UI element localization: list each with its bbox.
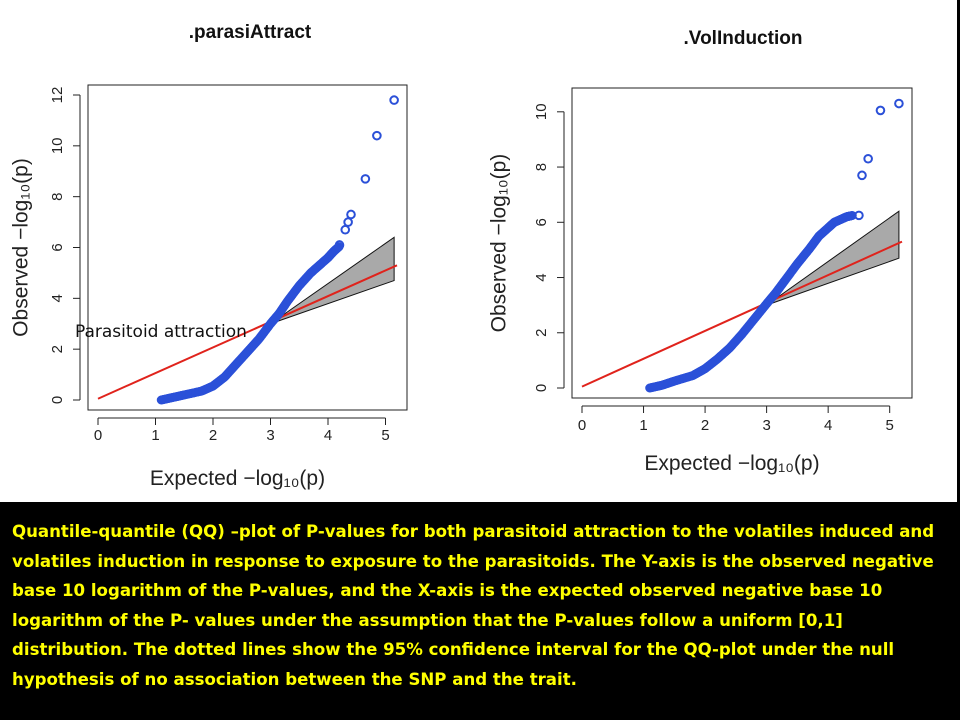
y-tick-label: 10 — [533, 103, 550, 120]
y-tick-label: 4 — [49, 294, 66, 302]
x-tick-label: 2 — [701, 417, 709, 434]
outlier-point — [854, 210, 864, 221]
outlier-point — [894, 98, 904, 109]
outlier-point — [389, 95, 399, 105]
outlier-point — [334, 240, 345, 250]
confidence-band — [270, 236, 395, 325]
y-tick-label: 8 — [533, 163, 550, 171]
x-tick-label: 4 — [824, 417, 832, 434]
outlier-point — [863, 153, 873, 164]
y-axis-label: Observed −log₁₀(p) — [10, 158, 33, 337]
x-tick-label: 3 — [762, 417, 770, 434]
y-axis-label: Observed −log₁₀(p) — [488, 154, 511, 333]
outlier-point — [340, 224, 351, 235]
x-tick-label: 0 — [578, 417, 586, 434]
y-tick-label: 8 — [49, 192, 66, 200]
x-tick-label: 4 — [324, 427, 332, 444]
y-tick-label: 4 — [533, 273, 550, 281]
x-tick-label: 3 — [266, 427, 274, 444]
plot-area — [97, 95, 399, 405]
confidence-band — [766, 210, 900, 306]
outlier-point — [346, 209, 356, 220]
x-tick-label: 2 — [209, 427, 217, 444]
x-tick-label: 1 — [151, 427, 159, 444]
x-axis-label: Expected −log₁₀(p) — [150, 467, 325, 490]
reference-line — [581, 240, 903, 388]
plot-title: .parasiAttract — [189, 22, 312, 43]
y-tick-label: 6 — [49, 243, 66, 251]
y-tick-label: 6 — [533, 218, 550, 226]
y-tick-label: 2 — [49, 345, 66, 353]
plot-title: .VolInduction — [684, 28, 803, 49]
y-tick-label: 0 — [533, 384, 550, 392]
x-tick-label: 1 — [639, 417, 647, 434]
x-axis-label: Expected −log₁₀(p) — [644, 452, 819, 475]
outlier-point — [875, 105, 886, 116]
x-tick-label: 5 — [381, 427, 389, 444]
overlay-label: Parasitoid attraction — [75, 322, 247, 342]
outlier-point — [372, 130, 382, 141]
outlier-point — [360, 174, 371, 184]
y-tick-label: 12 — [49, 87, 66, 104]
figure-panel: .parasiAttract 0 1 2 3 4 5 0 2 4 6 8 10 12 Expected −l… — [0, 0, 957, 502]
y-tick-label: 0 — [49, 396, 66, 404]
x-tick-label: 5 — [886, 417, 894, 434]
plot-frame — [87, 84, 408, 411]
x-tick-label: 0 — [94, 427, 102, 444]
y-tick-label: 2 — [533, 329, 550, 337]
qq-plot-2: .VolInduction 0 1 2 3 4 5 0 2 4 6 8 10 Expected −log₁… — [488, 28, 913, 475]
caption-text: Quantile-quantile (QQ) –plot of P-values… — [12, 522, 935, 689]
reference-line — [97, 264, 398, 400]
outlier-point — [343, 217, 353, 227]
outlier-point — [857, 170, 867, 181]
y-tick-label: 10 — [49, 137, 66, 154]
plot-area — [581, 98, 904, 393]
plot-frame — [571, 87, 913, 399]
